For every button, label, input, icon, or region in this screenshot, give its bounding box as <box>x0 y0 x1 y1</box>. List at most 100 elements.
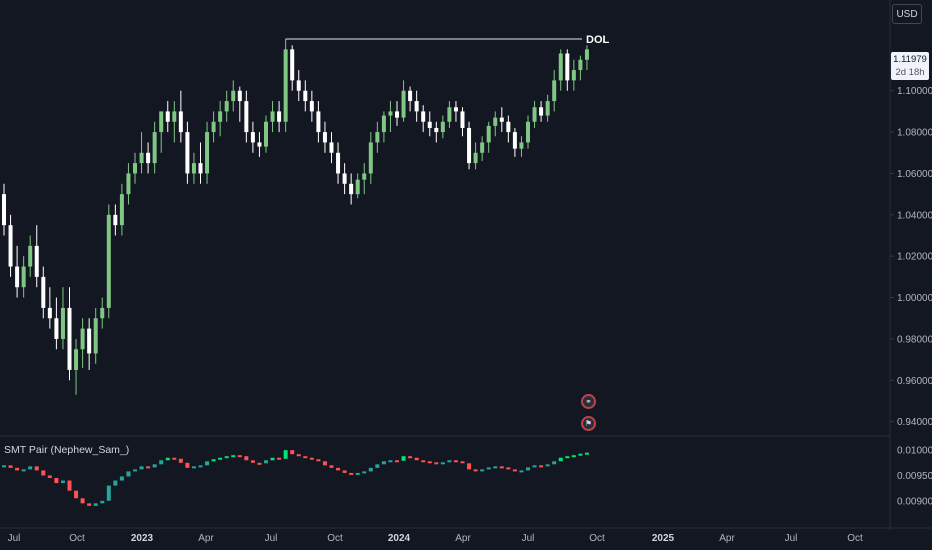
candle-body <box>565 53 570 81</box>
price-tick-label: 1.00000 <box>897 293 932 304</box>
time-tick-label: Oct <box>589 533 605 544</box>
smt-bar <box>381 461 386 465</box>
smt-bar <box>329 465 334 468</box>
dol-label: DOL <box>586 34 610 46</box>
smt-bar <box>185 462 190 468</box>
smt-bar <box>414 457 419 461</box>
price-tick-label: 1.08000 <box>897 128 932 139</box>
candle-body <box>250 132 255 143</box>
candle-body <box>362 173 367 180</box>
candle-body <box>506 121 511 133</box>
currency-button[interactable]: USD <box>892 4 922 24</box>
candle-body <box>270 111 275 122</box>
time-tick-label: Apr <box>455 533 471 544</box>
candle-body <box>146 152 151 164</box>
indicator-title[interactable]: SMT Pair (Nephew_Sam_) <box>4 444 130 456</box>
smt-bar <box>552 461 557 465</box>
smt-bar <box>434 462 439 465</box>
candle-body <box>191 163 196 174</box>
smt-bar <box>60 480 65 484</box>
smt-bar <box>264 460 268 464</box>
candle-body <box>480 142 485 153</box>
candle-body <box>178 111 183 133</box>
candle-body <box>408 90 413 102</box>
candle-body <box>453 107 458 112</box>
smt-bar <box>460 461 465 464</box>
smt-bar <box>526 467 530 471</box>
smt-bar <box>558 457 563 462</box>
smt-bar <box>74 490 79 499</box>
candle-countdown: 2d 18h <box>895 67 925 78</box>
smt-bar <box>512 469 517 472</box>
candle-body <box>106 214 111 308</box>
smt-bar <box>440 462 445 465</box>
smt-bar <box>584 452 589 455</box>
smt-bar <box>309 457 314 460</box>
smt-bar <box>270 457 275 461</box>
candle-body <box>133 163 137 174</box>
us-flag-icon[interactable]: ⚑ <box>581 416 596 431</box>
smt-bar <box>290 450 295 455</box>
candle-body <box>87 328 92 354</box>
smt-bar <box>342 470 347 473</box>
smt-tick-label: 0.01000 <box>897 446 932 457</box>
candle-body <box>172 111 177 122</box>
smt-axis[interactable]: 0.01000 0.00950 0.00900 <box>897 446 932 508</box>
time-tick-label: Jul <box>8 533 21 544</box>
smt-bar <box>100 500 105 504</box>
price-tick-label: 1.02000 <box>897 252 932 263</box>
smt-bar <box>178 458 183 463</box>
candle-body <box>578 59 583 71</box>
smt-bar <box>322 461 327 466</box>
globe-icon[interactable]: ⚭ <box>581 394 596 409</box>
candle-body <box>473 152 478 164</box>
smt-bar <box>244 456 249 461</box>
smt-bar <box>87 503 92 506</box>
candle-body <box>93 318 98 354</box>
candle-body <box>67 307 72 370</box>
time-tick-label: Jul <box>785 533 798 544</box>
candle-body <box>80 328 85 350</box>
smt-bar <box>421 460 426 463</box>
smt-bar <box>21 469 26 472</box>
candle-body <box>296 80 301 91</box>
candle-body <box>47 307 52 319</box>
time-tick-label: Apr <box>719 533 735 544</box>
candle-body <box>558 53 563 81</box>
smt-tick-label: 0.00950 <box>897 471 932 482</box>
candle-body <box>381 115 386 133</box>
smt-bar <box>355 472 360 475</box>
price-axis[interactable]: 1.10000 1.08000 1.06000 1.04000 1.02000 1.000… <box>889 0 932 530</box>
smt-bar <box>388 460 393 463</box>
candle-body <box>74 349 79 370</box>
smt-bar <box>198 465 203 468</box>
smt-bar <box>277 457 282 460</box>
smt-bar <box>565 456 570 459</box>
candle-body <box>336 152 341 174</box>
candle-body <box>198 163 203 174</box>
smt-bar <box>578 453 583 456</box>
smt-bar <box>316 459 321 462</box>
candle-body <box>427 121 432 128</box>
smt-bar <box>211 459 216 462</box>
smt-bar <box>224 456 229 459</box>
smt-bar <box>126 471 131 477</box>
candle-body <box>244 101 249 133</box>
smt-bar <box>283 450 288 459</box>
candle-body <box>21 266 26 288</box>
candle-body <box>2 194 6 226</box>
candle-body <box>401 90 406 118</box>
candle-body <box>395 111 399 118</box>
smt-bar <box>395 460 399 463</box>
candle-body <box>165 111 170 122</box>
smt-bar <box>349 472 354 475</box>
smt-bars <box>2 450 589 506</box>
time-axis[interactable]: Jul Oct 2023 Apr Jul Oct 2024 Apr Jul Oct 2025 Apr J… <box>0 527 932 544</box>
time-tick-label: Oct <box>847 533 863 544</box>
candle-body <box>264 121 268 147</box>
candle-body <box>329 142 334 153</box>
smt-bar <box>250 460 255 463</box>
candle-body <box>355 179 360 195</box>
